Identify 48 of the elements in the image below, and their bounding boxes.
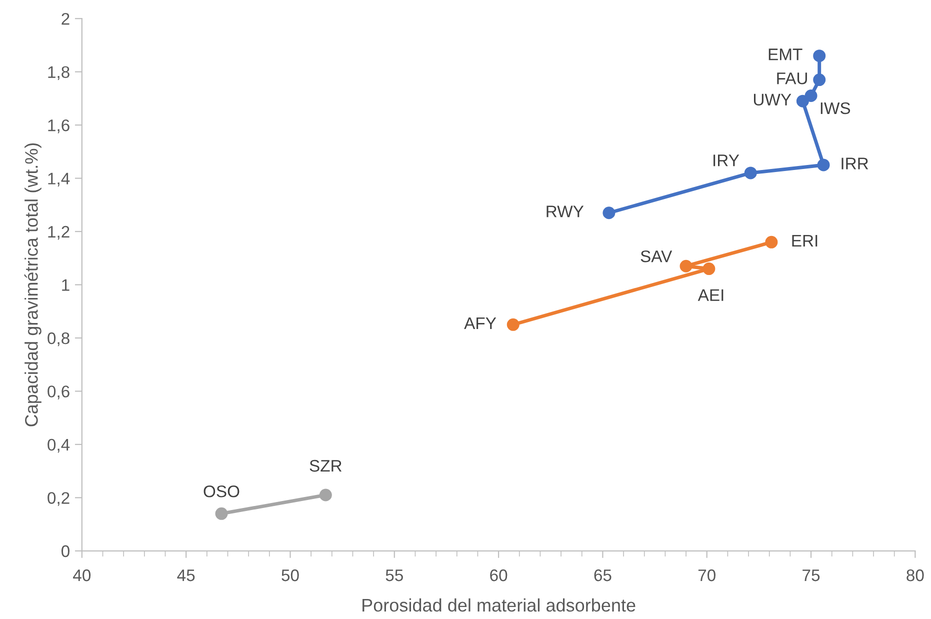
y-tick-label: 0,4 <box>48 438 70 453</box>
y-tick-label: 1,8 <box>48 66 70 80</box>
annotation: EMT <box>768 48 802 60</box>
annotation: AFY <box>464 318 496 329</box>
annotation: IRR <box>842 158 868 170</box>
point <box>813 74 826 86</box>
annotation: UWY <box>754 94 792 106</box>
y-tick-label: 0 <box>62 545 70 558</box>
x-tick-label: 40 <box>73 569 91 582</box>
point <box>215 507 228 520</box>
y-tick-label: 0,2 <box>48 492 70 506</box>
point <box>680 260 692 272</box>
point <box>817 158 830 172</box>
x-tick-label: 75 <box>802 570 820 582</box>
y-tick-label: 1,4 <box>48 172 70 186</box>
x-axis-title: Porosidad del material adsorbente <box>362 598 636 612</box>
point <box>765 236 778 248</box>
x-tick-label: 60 <box>490 569 508 582</box>
x-tick-label: 80 <box>906 569 924 582</box>
annotation: ERI <box>792 234 818 246</box>
annotation: RWY <box>546 206 584 218</box>
y-tick-label: 0,8 <box>48 332 70 346</box>
x-tick-label: 65 <box>594 569 612 582</box>
y-tick-label: 1,6 <box>48 119 70 134</box>
point <box>506 318 520 331</box>
annotation: IWS <box>820 102 850 114</box>
point <box>602 206 616 220</box>
y-axis-title: Capacidad gravimétrica total (wt.%) <box>24 143 42 426</box>
annotation: AEI <box>698 289 724 301</box>
y-tick-label: 2 <box>62 12 70 25</box>
point <box>702 262 716 276</box>
x-tick-label: 45 <box>177 570 195 582</box>
annotation: SZR <box>310 460 342 472</box>
y-tick-label: 0,6 <box>48 386 70 400</box>
y-tick-label: 1,2 <box>48 226 70 240</box>
point <box>813 50 826 62</box>
y-tick-label: 1 <box>62 279 70 291</box>
annotation: SAV <box>640 250 672 262</box>
annotation: IRY <box>714 154 740 166</box>
point <box>804 90 818 102</box>
point <box>796 94 809 108</box>
x-tick-label: 70 <box>698 569 716 582</box>
point <box>744 166 757 180</box>
x-tick-label: 50 <box>282 569 299 582</box>
annotation: OSO <box>204 485 240 498</box>
point <box>319 488 332 502</box>
annotation: FAU <box>777 72 807 84</box>
x-tick-label: 55 <box>386 570 403 582</box>
